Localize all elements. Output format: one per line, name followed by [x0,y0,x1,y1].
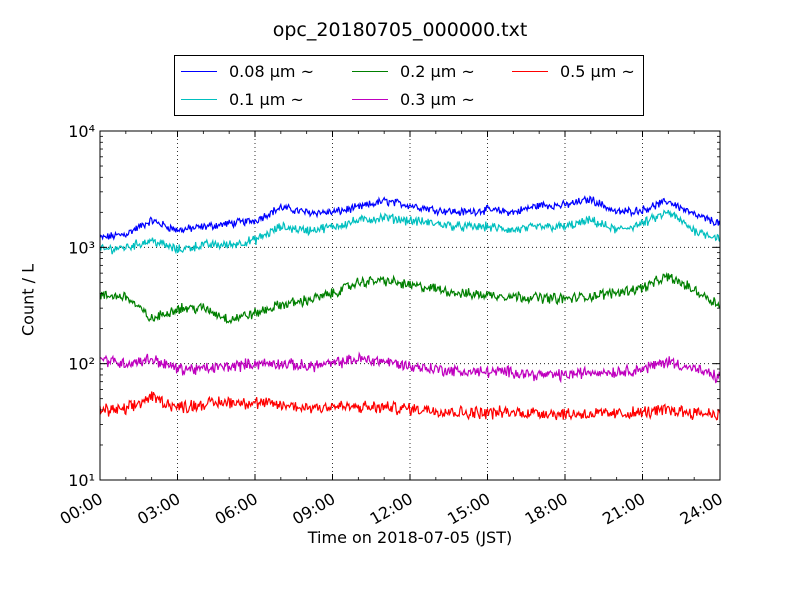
legend-swatch-0-2um [352,70,388,72]
y-tick-label: 10³ [68,238,95,257]
series-line-2 [99,271,721,325]
series-line-0 [99,195,721,241]
legend-item-0-08um: 0.08 μm ~ [181,60,314,82]
legend-label-0-3um: 0.3 μm ~ [400,89,475,109]
legend-swatch-0-1um [181,98,217,100]
legend-swatch-0-5um [512,70,548,72]
y-axis-label: Count / L [18,264,38,336]
x-tick-label: 24:00 [677,489,726,529]
legend-label-0-5um: 0.5 μm ~ [560,61,635,81]
legend-item-0-5um: 0.5 μm ~ [512,60,635,82]
x-tick-label: 03:00 [134,489,183,529]
x-tick-label: 18:00 [522,489,571,529]
x-axis-label: Time on 2018-07-05 (JST) [307,528,513,547]
y-tick-label: 10¹ [68,471,95,490]
x-tick-label: 15:00 [444,489,493,529]
legend-swatch-0-08um [181,70,217,72]
series-line-3 [99,351,721,384]
x-tick-label: 06:00 [212,489,261,529]
x-tick-label: 00:00 [57,489,106,529]
legend: 0.08 μm ~ 0.1 μm ~ 0.2 μm ~ 0.3 μm ~ 0.5… [174,55,644,116]
x-tick-label: 12:00 [367,489,416,529]
legend-label-0-2um: 0.2 μm ~ [400,61,475,81]
legend-swatch-0-3um [352,98,388,100]
legend-label-0-08um: 0.08 μm ~ [229,61,314,81]
x-tick-label: 21:00 [599,489,648,529]
series-line-1 [99,209,721,255]
chart-title: opc_20180705_000000.txt [272,19,528,41]
legend-label-0-1um: 0.1 μm ~ [229,89,304,109]
legend-item-0-2um: 0.2 μm ~ [352,60,475,82]
series-line-4 [99,391,721,421]
x-tick-label: 09:00 [289,489,338,529]
legend-item-0-1um: 0.1 μm ~ [181,88,304,110]
legend-item-0-3um: 0.3 μm ~ [352,88,475,110]
y-tick-label: 10⁴ [68,122,95,141]
y-tick-label: 10² [68,355,95,374]
